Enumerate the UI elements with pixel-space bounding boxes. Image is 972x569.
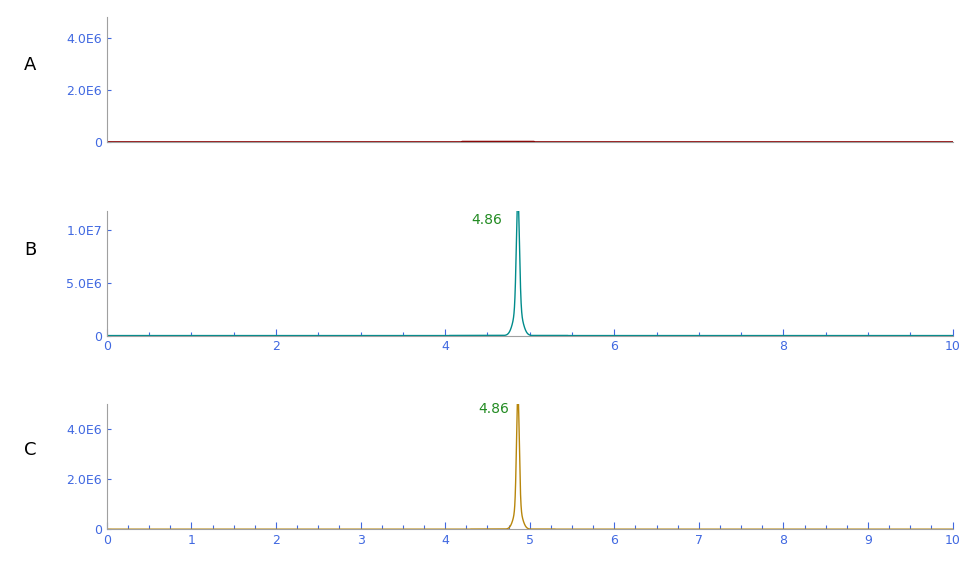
Text: A: A: [24, 56, 37, 75]
Text: C: C: [24, 440, 37, 459]
Text: 4.86: 4.86: [471, 213, 503, 226]
Text: 4.86: 4.86: [478, 402, 509, 415]
Text: B: B: [24, 241, 37, 259]
